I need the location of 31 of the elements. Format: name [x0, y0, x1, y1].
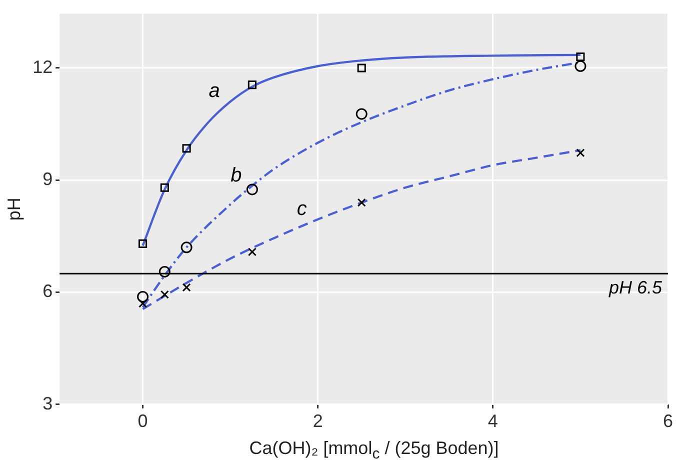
x-tick-label: 6 [662, 411, 674, 432]
y-tick-label: 12 [32, 56, 53, 77]
point [138, 239, 148, 248]
point [574, 60, 586, 72]
point [160, 290, 169, 299]
ref-line-label: pH 6.5 [608, 278, 663, 298]
y-tick-label: 3 [42, 393, 53, 414]
x-tick-label: 0 [138, 411, 148, 432]
series-label: a [208, 80, 220, 102]
point [576, 148, 585, 158]
point [180, 242, 192, 254]
y-tick-label: 9 [42, 169, 53, 190]
point [248, 80, 256, 90]
y-tick-label: 6 [42, 281, 53, 302]
x-tick-label: 4 [488, 411, 498, 432]
y-axis-title: pH [4, 198, 24, 221]
x-axis-title: Ca(OH)₂ [mmol$_{c}$ / (25g Boden)] [248, 437, 500, 465]
x-tick-label: 2 [312, 411, 323, 432]
point [137, 291, 149, 302]
point [246, 184, 258, 196]
series-label: b [230, 164, 242, 186]
point [356, 108, 368, 120]
point [182, 144, 191, 153]
point [182, 283, 191, 292]
point [158, 266, 170, 278]
series-label: c [296, 198, 307, 220]
point [576, 52, 585, 62]
point [357, 198, 366, 207]
point [160, 183, 169, 192]
point [248, 248, 256, 256]
point [357, 64, 366, 72]
